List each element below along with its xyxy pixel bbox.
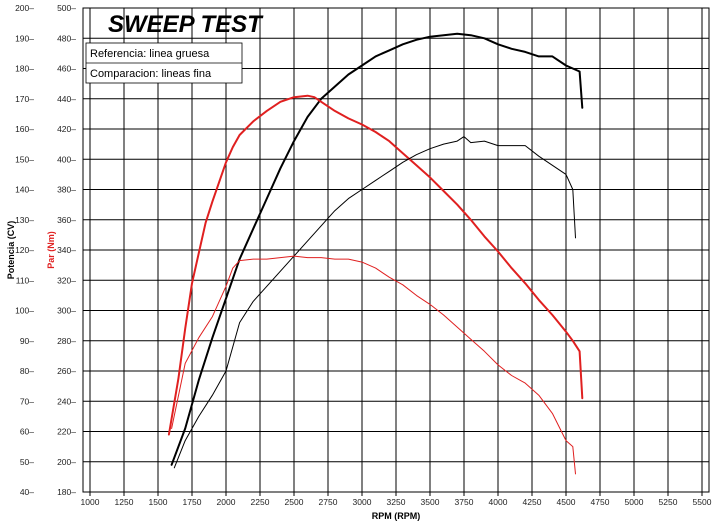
- x-tick-label: 4750: [591, 497, 610, 507]
- series-group: [167, 32, 584, 475]
- x-tick-label: 3250: [387, 497, 406, 507]
- power-tick-label: 70–: [20, 396, 34, 406]
- torque-tick-label: 200–: [57, 457, 76, 467]
- tick-labels: 1000 1250 1500 1750 2000 2250 2500 2750 3000 3250…: [15, 3, 712, 507]
- x-tick-label: 3750: [455, 497, 474, 507]
- x-tick-label: 2500: [285, 497, 304, 507]
- y-axis-label-torque: Par (Nm): [46, 231, 56, 269]
- legend: Referencia: linea gruesa Comparacion: li…: [85, 42, 243, 84]
- torque-tick-label: 460–: [57, 64, 76, 74]
- torque-tick-label: 400–: [57, 154, 76, 164]
- torque-tick-label: 180–: [57, 487, 76, 497]
- series-line-4-par-thin: [171, 255, 576, 475]
- x-tick-label: 3500: [421, 497, 440, 507]
- power-tick-label: 100–: [15, 306, 34, 316]
- power-tick-label: 80–: [20, 366, 34, 376]
- series-line-1-potencia-thick: [170, 32, 584, 466]
- power-tick-label: 40–: [20, 487, 34, 497]
- torque-tick-label: 240–: [57, 396, 76, 406]
- x-tick-label: 1500: [149, 497, 168, 507]
- x-tick-label: 2250: [251, 497, 270, 507]
- x-tick-label: 1000: [81, 497, 100, 507]
- legend-entry-referencia: Referencia: linea gruesa: [90, 48, 210, 60]
- torque-tick-label: 440–: [57, 94, 76, 104]
- power-tick-label: 190–: [15, 33, 34, 43]
- power-tick-label: 160–: [15, 124, 34, 134]
- torque-tick-label: 340–: [57, 245, 76, 255]
- torque-tick-label: 220–: [57, 427, 76, 437]
- x-tick-label: 4000: [489, 497, 508, 507]
- power-tick-label: 130–: [15, 215, 34, 225]
- power-tick-label: 180–: [15, 64, 34, 74]
- x-tick-label: 1250: [115, 497, 134, 507]
- x-tick-label: 4500: [557, 497, 576, 507]
- series-line-3-potencia-thin: [173, 136, 576, 469]
- torque-tick-label: 380–: [57, 185, 76, 195]
- torque-tick-label: 280–: [57, 336, 76, 346]
- torque-tick-label: 300–: [57, 306, 76, 316]
- torque-tick-label: 420–: [57, 124, 76, 134]
- x-axis-label: RPM (RPM): [372, 511, 421, 521]
- x-tick-label: 4250: [523, 497, 542, 507]
- power-tick-label: 110–: [16, 275, 35, 285]
- power-tick-label: 50–: [20, 457, 34, 467]
- torque-tick-label: 360–: [57, 215, 76, 225]
- x-tick-label: 5250: [659, 497, 678, 507]
- x-tick-label: 2750: [319, 497, 338, 507]
- x-tick-label: 2000: [217, 497, 236, 507]
- x-tick-label: 5500: [693, 497, 712, 507]
- chart-title: SWEEP TEST: [108, 11, 264, 38]
- series-line-2-par-thick: [167, 94, 584, 436]
- x-tick-label: 5000: [625, 497, 644, 507]
- x-tick-label: 1750: [183, 497, 202, 507]
- power-tick-label: 200–: [15, 3, 34, 13]
- power-tick-label: 140–: [15, 185, 34, 195]
- x-tick-label: 3000: [353, 497, 372, 507]
- power-tick-label: 60–: [20, 427, 34, 437]
- power-tick-label: 170–: [15, 94, 34, 104]
- torque-tick-label: 480–: [57, 33, 76, 43]
- torque-tick-label: 320–: [57, 275, 76, 285]
- power-tick-label: 150–: [15, 154, 34, 164]
- y-axis-label-power: Potencia (CV): [6, 221, 16, 280]
- torque-tick-label: 260–: [57, 366, 76, 376]
- power-tick-label: 120–: [15, 245, 34, 255]
- torque-tick-label: 500–: [57, 3, 76, 13]
- power-tick-label: 90–: [20, 336, 34, 346]
- legend-entry-comparacion: Comparacion: lineas fina: [90, 68, 212, 80]
